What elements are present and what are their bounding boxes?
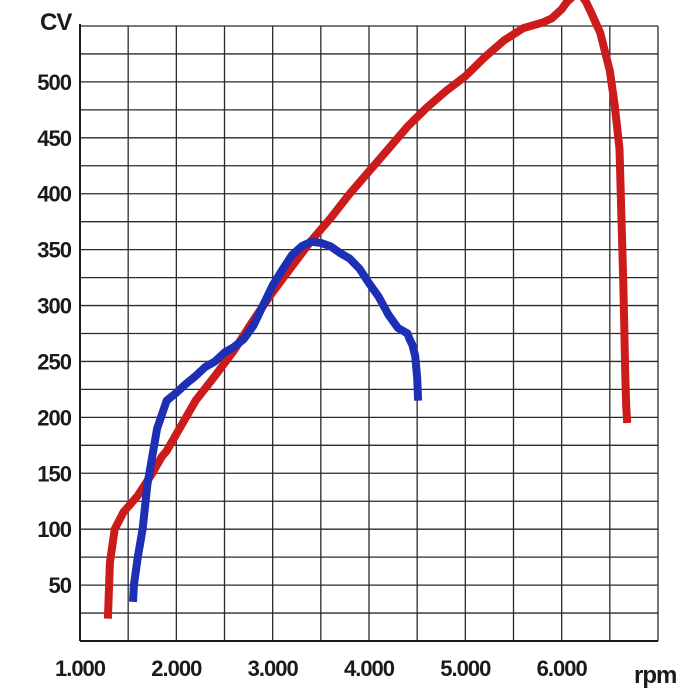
chart-grid [80, 25, 659, 641]
chart-tick-labels: 50 100 150 200 250 300 350 400 450 500 1.000 2.000 3… [37, 70, 588, 681]
y-tick-label: 500 [37, 70, 71, 95]
y-tick-label: 50 [49, 573, 72, 598]
x-tick-label: 1.000 [55, 656, 106, 681]
y-tick-label: 100 [37, 517, 71, 542]
y-tick-label: 250 [37, 349, 71, 374]
chart-series [103, 0, 632, 619]
y-axis-label: CV [40, 9, 72, 36]
y-tick-label: 150 [37, 461, 71, 486]
x-tick-label: 2.000 [151, 656, 202, 681]
x-tick-label: 3.000 [248, 656, 299, 681]
y-tick-label: 450 [37, 126, 71, 151]
x-tick-label: 6.000 [537, 656, 588, 681]
y-tick-label: 200 [37, 405, 71, 430]
y-tick-label: 350 [37, 238, 71, 263]
chart-axes [79, 24, 658, 642]
series-line-1 [103, 0, 632, 619]
series-line-2 [129, 237, 423, 603]
y-tick-label: 300 [37, 294, 71, 319]
x-axis-label: rpm [634, 662, 676, 689]
y-tick-label: 400 [37, 182, 71, 207]
x-tick-label: 5.000 [440, 656, 491, 681]
x-tick-label: 4.000 [344, 656, 395, 681]
